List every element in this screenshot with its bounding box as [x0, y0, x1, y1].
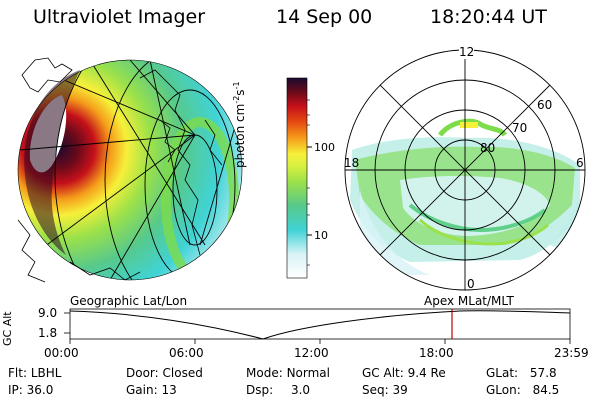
colorbar-tick-10: 10 [314, 229, 328, 242]
x-tick-1800: 18:00 [419, 346, 454, 360]
colorbar-unit: photon cm-2s-1 [232, 81, 247, 168]
geographic-image [17, 57, 243, 283]
alt-min-label: 1.8 [38, 326, 58, 340]
dsp-info: Dsp: 3.0 [246, 383, 311, 397]
mlt-18-label: 18 [344, 156, 360, 170]
time-label: 18:20:44 UT [430, 6, 547, 28]
colorbar-tick-100: 100 [314, 141, 335, 154]
geographic-panel-label: Geographic Lat/Lon [70, 294, 188, 308]
gain-info: Gain: 13 [126, 383, 177, 397]
lat-80-label: 80 [480, 141, 496, 155]
instrument-title: Ultraviolet Imager [33, 6, 206, 28]
apex-panel-label: Apex MLat/MLT [424, 294, 514, 308]
mode-info: Mode: Normal [246, 366, 330, 380]
glat-info: GLat: 57.8 [486, 366, 557, 380]
x-tick-0000: 00:00 [44, 346, 79, 360]
altitude-plot [64, 308, 571, 344]
x-tick-0600: 06:00 [169, 346, 204, 360]
seq-info: Seq: 39 [362, 383, 408, 397]
alt-max-label: 9.0 [38, 306, 58, 320]
x-tick-1200: 12:00 [294, 346, 329, 360]
glon-info: GLon: 84.5 [486, 383, 560, 397]
gc-alt-info: GC Alt: 9.4 Re [362, 366, 446, 380]
lat-70-label: 70 [512, 121, 528, 135]
date-label: 14 Sep 00 [276, 6, 373, 28]
polar-plot [344, 49, 586, 291]
lat-60-label: 60 [537, 98, 553, 112]
mlt-0-label: 0 [467, 277, 475, 291]
ip-info: IP: 36.0 [8, 383, 54, 397]
color-bar [286, 77, 312, 279]
filter-info: Flt: LBHL [8, 366, 62, 380]
x-tick-2359: 23:59 [554, 346, 589, 360]
mlt-12-label: 12 [459, 45, 475, 59]
gc-alt-axis-label: GC Alt [1, 311, 14, 346]
mlt-6-label: 6 [576, 156, 584, 170]
door-info: Door: Closed [126, 366, 203, 380]
